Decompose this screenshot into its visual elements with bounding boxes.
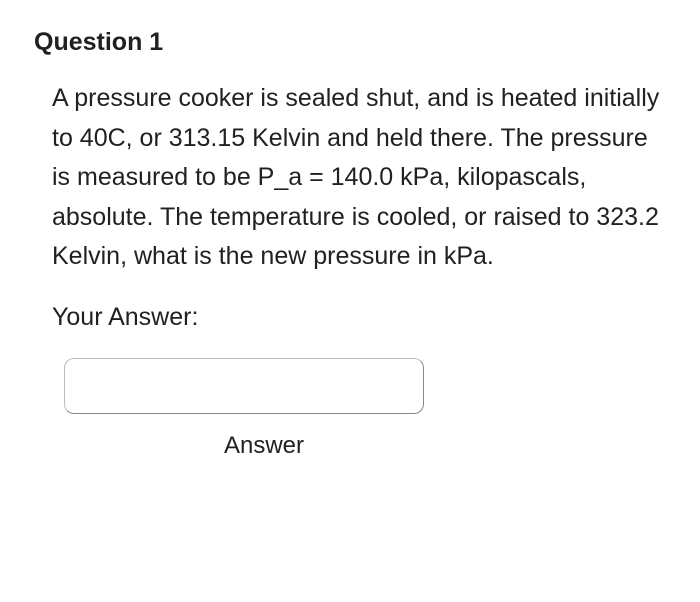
question-body: A pressure cooker is sealed shut, and is… bbox=[34, 79, 666, 460]
answer-caption: Answer bbox=[64, 432, 424, 460]
answer-input[interactable] bbox=[64, 358, 424, 414]
answer-area: Answer bbox=[52, 358, 666, 460]
question-title: Question 1 bbox=[34, 28, 666, 57]
question-text: A pressure cooker is sealed shut, and is… bbox=[52, 79, 666, 277]
question-container: Question 1 A pressure cooker is sealed s… bbox=[0, 0, 700, 480]
answer-label: Your Answer: bbox=[52, 303, 666, 332]
